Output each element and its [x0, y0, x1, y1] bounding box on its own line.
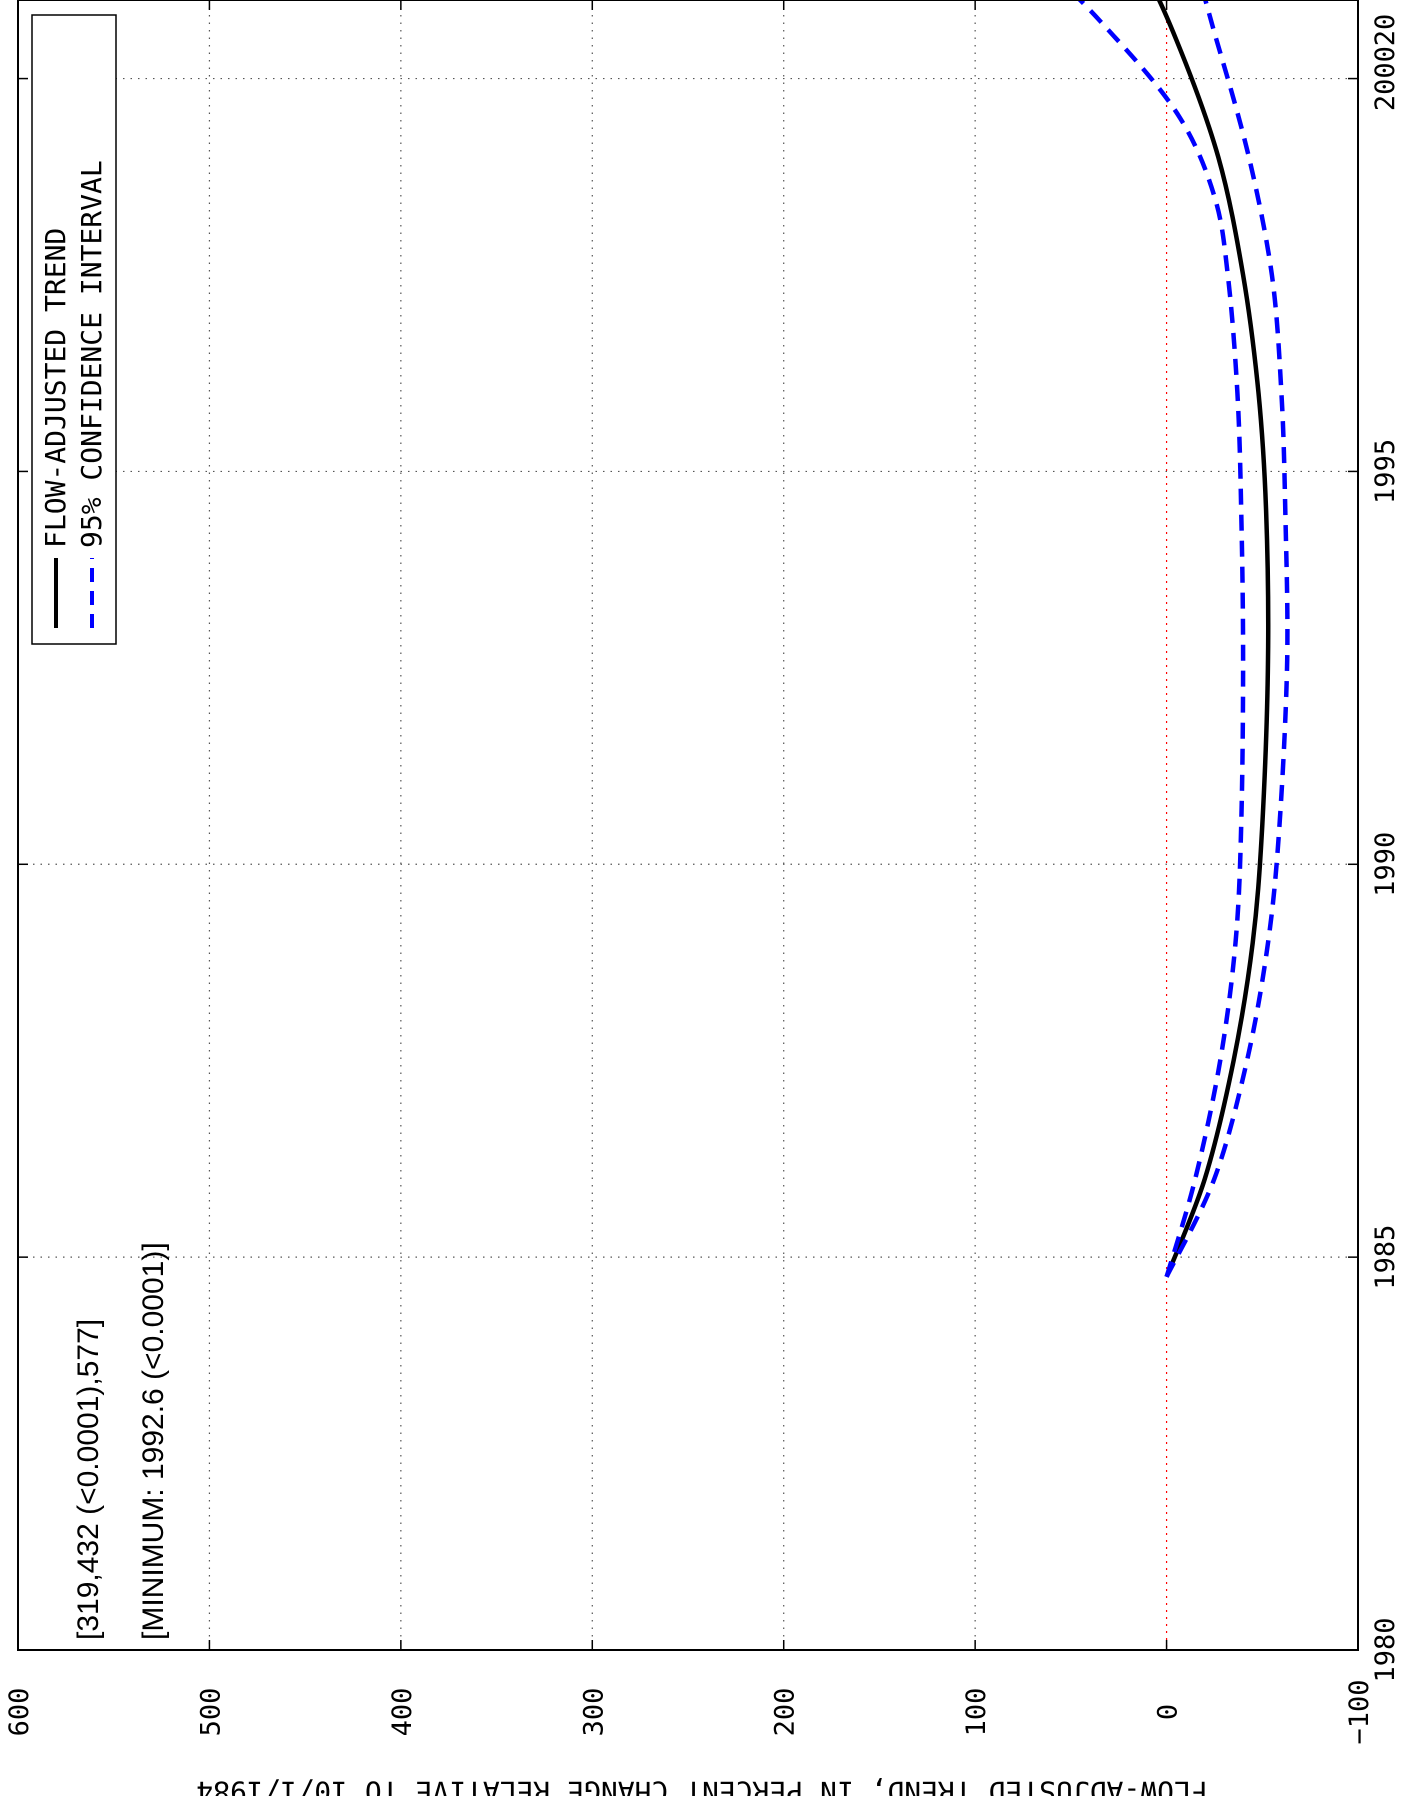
legend: FLOW-ADJUSTED TREND 95% CONFIDENCE INTER…	[31, 14, 117, 645]
series-line-ci-lower	[1164, 0, 1290, 1278]
y-axis-label: FLOW-ADJUSTED TREND, IN PERCENT CHANGE R…	[196, 1775, 1207, 1796]
legend-label-trend: FLOW-ADJUSTED TREND	[39, 228, 72, 548]
tick-label-year: 1985	[1370, 1225, 1401, 1290]
tick-label-year: 20	[1370, 14, 1401, 47]
tick-label-value: 200	[770, 1688, 801, 1737]
legend-box	[31, 14, 117, 645]
tick-label-year: 2000	[1370, 46, 1401, 111]
series-group	[1076, 0, 1290, 1278]
tick-label-value: 600	[4, 1688, 35, 1737]
tick-label-year: 1995	[1370, 439, 1401, 504]
tick-label-value: 300	[578, 1688, 609, 1737]
tick-label-value: 100	[961, 1688, 992, 1737]
annotation-minimum: [MINIMUM: 1992.6 (<0.0001)]	[137, 1242, 170, 1640]
ticks	[17, 0, 1359, 1651]
annotation-stats: [319,432 (<0.0001),577]	[72, 1319, 105, 1640]
tick-label-year: 1990	[1370, 832, 1401, 897]
series-line-trend	[1156, 0, 1271, 1278]
series-line-ci-upper	[1076, 0, 1246, 1278]
tick-label-value: −100	[1344, 1679, 1375, 1744]
grid	[18, 0, 1358, 1650]
tick-label-value: 500	[195, 1688, 226, 1737]
tick-label-value: 400	[387, 1688, 418, 1737]
tick-label-value: 0	[1153, 1704, 1184, 1720]
plot-frame	[17, 0, 1359, 1651]
legend-label-ci: 95% CONFIDENCE INTERVAL	[75, 160, 108, 548]
tick-label-year: 1980	[1370, 1617, 1401, 1682]
